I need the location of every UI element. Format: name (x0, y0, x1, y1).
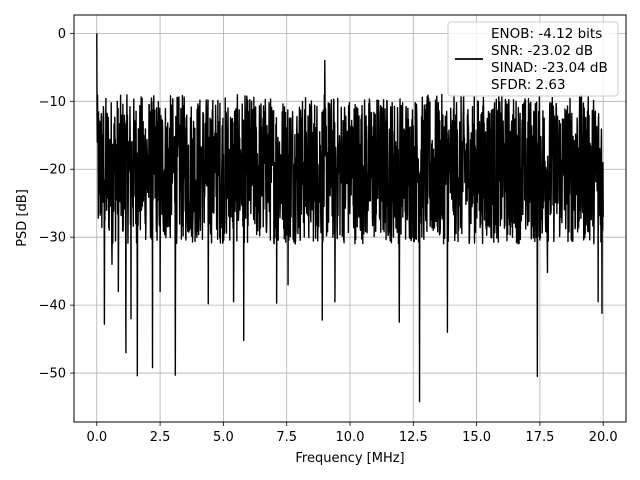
axis-ticks: 0.0 2.5 5.0 7.5 10.0 12.5 15.0 17.5 20.0 0 −10 −20 −… (39, 27, 618, 445)
y-tick-label: −20 (39, 163, 66, 178)
legend: ENOB: -4.12 bits SNR: -23.02 dB SINAD: -… (447, 21, 619, 97)
y-tick-label: −10 (39, 95, 66, 110)
x-tick-label: 17.5 (525, 430, 554, 445)
x-axis-label: Frequency [MHz] (295, 451, 404, 466)
y-tick-label: 0 (58, 27, 66, 42)
legend-box (447, 21, 619, 97)
x-tick-label: 2.5 (150, 430, 171, 445)
plot-area (96, 33, 604, 403)
x-tick-label: 5.0 (213, 430, 234, 445)
legend-line-sinad: SINAD: -23.04 dB (491, 60, 608, 76)
x-tick-label: 15.0 (462, 430, 491, 445)
x-tick-label: 0.0 (86, 430, 107, 445)
y-tick-label: −40 (39, 299, 66, 314)
legend-line-enob: ENOB: -4.12 bits (491, 26, 602, 42)
legend-line-snr: SNR: -23.02 dB (491, 43, 593, 59)
x-tick-label: 7.5 (276, 430, 297, 445)
x-tick-label: 10.0 (336, 430, 365, 445)
legend-line-sfdr: SFDR: 2.63 (491, 77, 566, 93)
y-tick-label: −30 (39, 231, 66, 246)
x-tick-label: 12.5 (399, 430, 428, 445)
y-axis-label: PSD [dB] (15, 189, 30, 247)
y-tick-label: −50 (39, 367, 66, 382)
x-tick-label: 20.0 (589, 430, 618, 445)
psd-series-line (96, 33, 604, 403)
